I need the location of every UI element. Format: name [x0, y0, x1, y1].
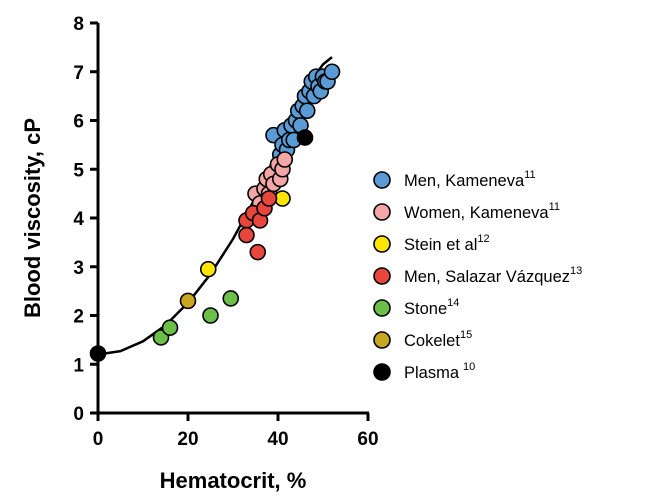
legend-marker-stone [373, 299, 391, 317]
y-tick-label: 8 [73, 14, 84, 35]
data-point-cokelet [179, 292, 197, 310]
x-axis-title: Hematocrit, % [160, 468, 307, 493]
legend-label-cokelet: Cokelet15 [404, 329, 472, 350]
legend-label-women-kameneva: Women, Kameneva11 [404, 201, 560, 222]
x-tick-label: 40 [267, 429, 288, 450]
legend-marker-cokelet [373, 331, 391, 349]
legend-label-plasma: Plasma 10 [404, 361, 475, 382]
y-tick-label: 3 [73, 258, 84, 279]
legend: Men, Kameneva11 Women, Kameneva11 Stein et… [373, 169, 582, 382]
legend-label-stone: Stone14 [404, 297, 459, 318]
data-point-men-salazar-vazquez [238, 226, 255, 244]
y-tick-label: 2 [73, 307, 84, 328]
data-point-men-salazar-vazquez [260, 190, 278, 207]
legend-marker-women-kameneva [373, 203, 391, 221]
x-tick-label: 60 [357, 429, 378, 450]
legend-marker-men-salazar-vazquez [373, 267, 391, 285]
data-point-stone [222, 290, 240, 307]
y-tick-label: 4 [73, 209, 84, 230]
y-axis-title: Blood viscosity, cP [20, 118, 45, 318]
legend-label-men-kameneva: Men, Kameneva11 [404, 169, 536, 190]
y-tick-label: 6 [73, 112, 84, 133]
y-tick-label: 0 [73, 404, 84, 425]
legend-marker-stein-et-al [373, 235, 391, 253]
data-point-men-kameneva [323, 63, 341, 81]
y-tick-label: 5 [73, 160, 84, 181]
data-point-plasma [296, 129, 314, 146]
data-points-layer [89, 63, 341, 362]
legend-marker-plasma [373, 363, 391, 381]
legend-label-men-salazar-vazquez: Men, Salazar Vázquez13 [404, 265, 582, 286]
data-point-men-salazar-vazquez [249, 243, 267, 261]
y-tick-label: 7 [73, 63, 84, 84]
data-point-stone [161, 319, 179, 336]
y-tick-label: 1 [73, 355, 84, 376]
data-point-women-kameneva [276, 151, 294, 168]
data-point-men-kameneva [298, 102, 316, 120]
x-tick-label: 20 [177, 429, 198, 450]
data-point-stein-et-al [199, 260, 217, 278]
legend-label-stein-et-al: Stein et al12 [404, 233, 490, 254]
data-point-stone [202, 307, 219, 324]
x-tick-label: 0 [93, 429, 104, 450]
data-point-plasma [89, 345, 107, 362]
legend-marker-men-kameneva [373, 171, 391, 189]
